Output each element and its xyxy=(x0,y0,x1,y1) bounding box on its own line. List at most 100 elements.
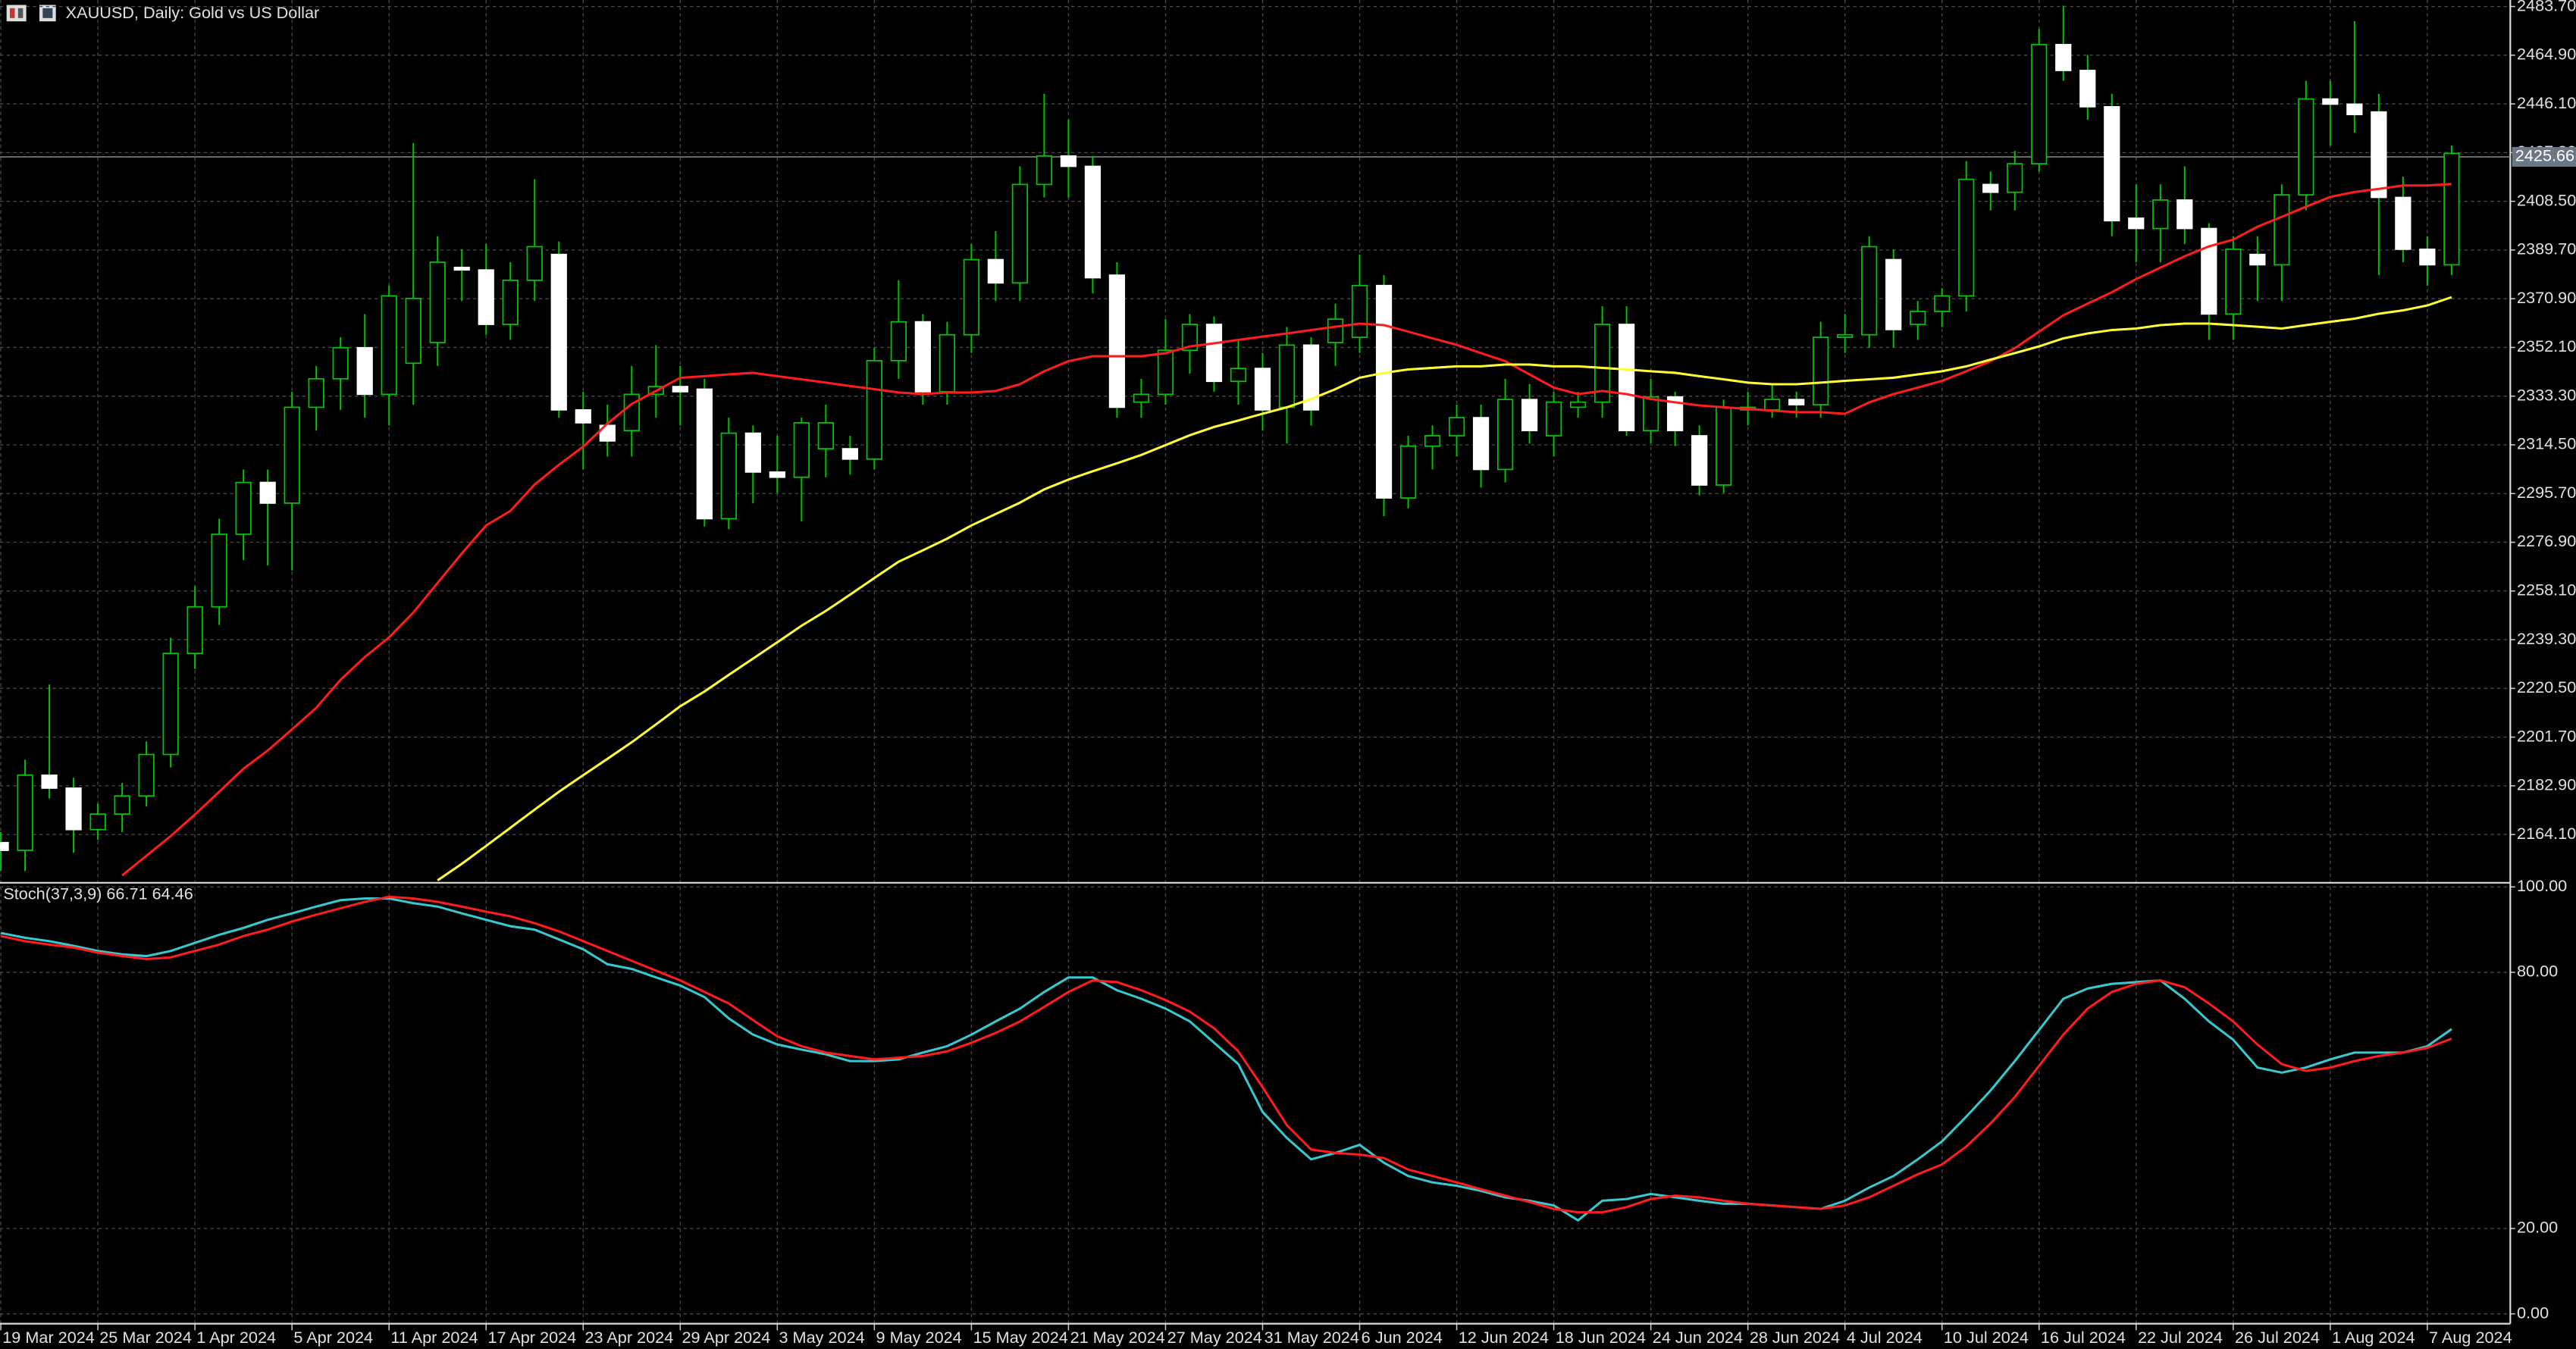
candle-body xyxy=(211,534,227,608)
candle-body xyxy=(2176,199,2193,230)
candle-body xyxy=(453,266,470,271)
candle-body xyxy=(0,841,9,851)
candle-body xyxy=(1036,155,1053,186)
candle-body xyxy=(866,360,882,460)
x-tick-label: 11 Apr 2024 xyxy=(390,1328,478,1347)
y-tick-label: 2258.10 xyxy=(2517,581,2576,599)
price-pane xyxy=(0,5,2511,881)
candle-body xyxy=(696,388,713,520)
candle-body xyxy=(2298,98,2314,196)
candle-body xyxy=(575,408,591,424)
candle-body xyxy=(1594,324,1611,403)
candle-body xyxy=(1569,401,1587,408)
x-tick-label: 10 Jul 2024 xyxy=(1944,1328,2029,1347)
candle-body xyxy=(1545,401,1562,437)
candle-body xyxy=(817,422,834,449)
candle-body xyxy=(550,253,567,411)
candle-body xyxy=(1011,183,1029,284)
candle-body xyxy=(502,280,519,325)
candle-body xyxy=(1472,417,1490,471)
x-tick-label: 18 Jun 2024 xyxy=(1556,1328,1646,1347)
y-tick-label: 2464.90 xyxy=(2517,45,2576,64)
y-tick-label: 2182.90 xyxy=(2517,775,2576,794)
candle-body xyxy=(1351,284,1368,338)
candle-body xyxy=(720,432,737,520)
candle-body xyxy=(1982,183,1999,193)
candle-body xyxy=(526,246,543,281)
candle-body xyxy=(744,432,761,473)
candle-body xyxy=(2031,43,2048,164)
x-tick-label: 26 Jul 2024 xyxy=(2235,1328,2320,1347)
x-tick-label: 1 Aug 2024 xyxy=(2332,1328,2415,1347)
candle-body xyxy=(41,774,58,789)
candle-body xyxy=(2443,152,2460,266)
candle-body xyxy=(1934,295,1951,312)
indicator-pane xyxy=(0,895,2452,1222)
candle-body xyxy=(1788,399,1805,405)
y-tick-label: 2314.50 xyxy=(2517,434,2576,453)
candle-body xyxy=(89,813,106,831)
candle-body xyxy=(2007,163,2023,193)
candle-body xyxy=(2225,249,2242,315)
y-tick-label: 2164.10 xyxy=(2517,824,2576,843)
x-tick-label: 27 May 2024 xyxy=(1167,1328,1262,1347)
candle-body xyxy=(1667,396,1684,432)
candle-body xyxy=(2419,249,2436,266)
candle-body xyxy=(1910,311,1926,325)
candle-body xyxy=(235,481,252,535)
candle-body xyxy=(2274,194,2290,266)
candle-body xyxy=(1643,396,1659,432)
x-tick-label: 6 Jun 2024 xyxy=(1362,1328,1443,1347)
candle-body xyxy=(1813,336,1829,405)
candle-body xyxy=(987,258,1004,284)
candle-body xyxy=(1157,349,1174,396)
candle-body xyxy=(1424,435,1441,447)
candle-body xyxy=(1084,165,1102,279)
candle-body xyxy=(284,406,300,504)
candle-body xyxy=(2371,111,2387,199)
candle-body xyxy=(429,261,446,343)
candle-body xyxy=(793,422,810,478)
x-tick-label: 5 Apr 2024 xyxy=(293,1328,373,1347)
candle-body xyxy=(1448,417,1465,437)
candle-body xyxy=(2395,196,2411,250)
candle-body xyxy=(769,471,785,478)
candle-body xyxy=(1885,258,1902,330)
candle-body xyxy=(963,258,980,336)
candle-body xyxy=(65,787,82,831)
candle-body xyxy=(17,774,33,851)
candle-body xyxy=(356,346,373,396)
candle-body xyxy=(138,753,155,797)
candle-body xyxy=(599,424,616,442)
y-tick-label: 2295.70 xyxy=(2517,483,2576,502)
candle-body xyxy=(1278,344,1296,408)
moving-average xyxy=(121,183,2452,877)
candle-body xyxy=(1496,399,1514,471)
y-tick-label: 2333.30 xyxy=(2517,385,2576,404)
symbol-icon xyxy=(6,5,27,22)
x-tick-label: 25 Mar 2024 xyxy=(99,1328,192,1347)
candle-body xyxy=(2104,105,2120,222)
candle-body xyxy=(1691,435,1708,486)
candle-body xyxy=(2346,103,2363,115)
x-tick-label: 29 Apr 2024 xyxy=(682,1328,770,1347)
candle-body xyxy=(162,653,179,756)
candle-body xyxy=(2128,217,2145,230)
current-price-label: 2425.66 xyxy=(2515,146,2574,165)
candle-body xyxy=(478,269,494,325)
candle-body xyxy=(186,606,203,655)
x-tick-label: 24 Jun 2024 xyxy=(1653,1328,1743,1347)
y-tick-label: 2370.90 xyxy=(2517,288,2576,307)
candle-body xyxy=(308,377,324,408)
candle-body xyxy=(381,295,397,396)
candle-body xyxy=(623,393,640,432)
candle-body xyxy=(890,321,907,362)
x-tick-label: 9 May 2024 xyxy=(876,1328,962,1347)
candle-body xyxy=(2322,98,2339,105)
candle-body xyxy=(332,346,349,380)
candle-body xyxy=(1133,393,1150,403)
candle-body xyxy=(2079,70,2096,108)
candle-body xyxy=(405,297,421,365)
candle-body xyxy=(1060,155,1077,167)
